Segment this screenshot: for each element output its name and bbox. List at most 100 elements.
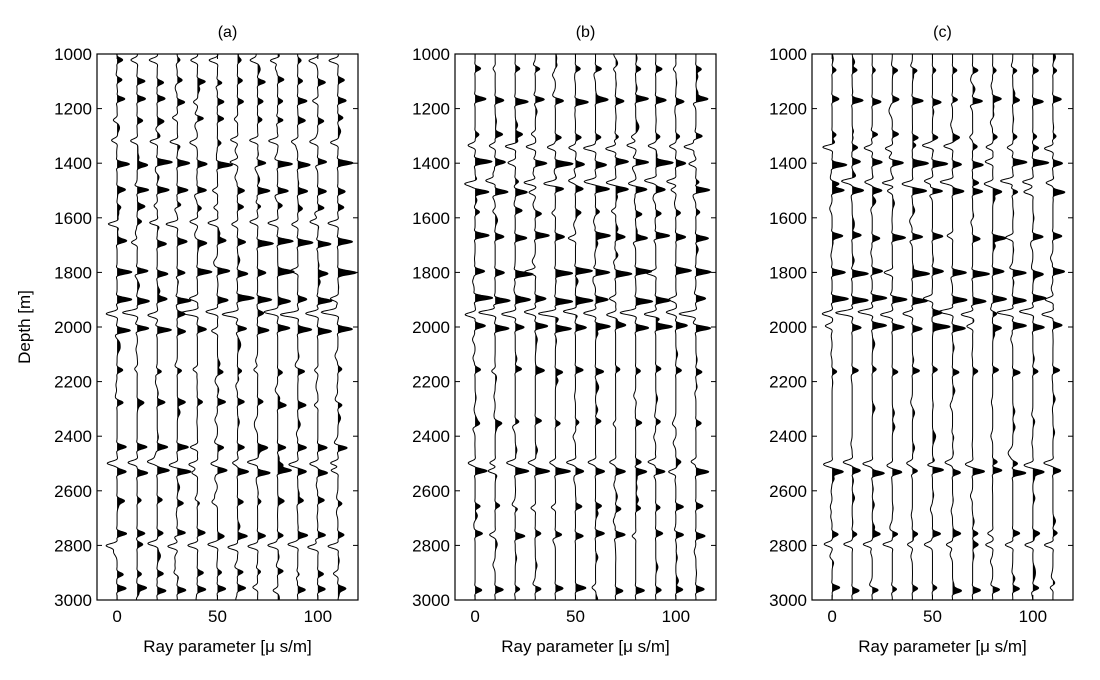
trace-fill — [257, 64, 274, 600]
y-tick-label: 2600 — [54, 482, 92, 501]
trace-line — [146, 54, 173, 600]
trace-fill — [1012, 68, 1027, 594]
y-tick-label: 1400 — [54, 154, 92, 173]
plot-frame — [96, 53, 359, 601]
trace-line — [834, 54, 869, 600]
trace-fill — [555, 54, 573, 593]
y-tick-label: 1200 — [54, 100, 92, 119]
trace-line — [105, 54, 133, 600]
x-tick-label: 50 — [208, 607, 227, 626]
y-tick-label: 1800 — [769, 263, 807, 282]
trace-line — [562, 54, 594, 600]
trace-fill — [495, 54, 511, 594]
x-axis-label: Ray parameter [μ s/m] — [143, 637, 312, 656]
y-tick-label: 1400 — [769, 154, 807, 173]
y-tick-label: 2000 — [769, 318, 807, 337]
trace-line — [619, 54, 654, 600]
trace-fill — [932, 66, 950, 592]
trace-fill — [317, 54, 332, 594]
y-tick-label: 2200 — [769, 373, 807, 392]
trace-fill — [277, 54, 295, 600]
x-tick-label: 50 — [923, 607, 942, 626]
trace-line — [122, 54, 150, 600]
y-tick-label: 1000 — [769, 45, 807, 64]
trace-fill — [635, 54, 653, 596]
trace-fill — [695, 64, 711, 594]
trace-line — [857, 54, 888, 600]
y-axis-label: Depth [m] — [15, 290, 34, 364]
panel-title: (c) — [933, 24, 952, 41]
trace-fill — [852, 54, 869, 596]
y-tick-label: 3000 — [769, 591, 807, 610]
trace-fill — [337, 54, 357, 600]
trace-line — [205, 54, 234, 600]
wiggle-traces — [105, 54, 357, 600]
trace-line — [960, 54, 991, 600]
trace-fill — [237, 54, 255, 593]
trace-line — [643, 54, 674, 600]
y-tick-label: 2800 — [769, 536, 807, 555]
trace-line — [263, 54, 295, 600]
trace-fill — [832, 54, 849, 600]
x-tick-label: 100 — [304, 607, 332, 626]
trace-line — [901, 54, 930, 600]
trace-line — [678, 54, 712, 600]
panel-2: (c) 1000 1200 1400 1600 1800 2000 2200 2400 2600 2… — [769, 24, 1074, 656]
y-tick-label: 2400 — [412, 427, 450, 446]
trace-fill — [992, 66, 1007, 594]
x-tick-label: 0 — [470, 607, 479, 626]
y-tick-label: 1200 — [769, 100, 807, 119]
trace-line — [320, 54, 357, 600]
trace-line — [478, 54, 511, 600]
trace-fill — [872, 66, 887, 595]
panels: (a)1000120014001600180020002200240026002… — [54, 24, 1074, 656]
y-tick-label: 2800 — [412, 536, 450, 555]
trace-fill — [297, 56, 313, 595]
trace-line — [996, 54, 1028, 600]
y-tick-label: 2600 — [769, 482, 807, 501]
trace-fill — [515, 64, 533, 593]
x-axis-label: Ray parameter [μ s/m] — [858, 637, 1027, 656]
trace-line — [1041, 54, 1066, 600]
y-tick-label: 3000 — [54, 591, 92, 610]
wiggle-traces — [821, 54, 1066, 600]
y-tick-label: 2600 — [412, 482, 450, 501]
trace-line — [279, 54, 314, 600]
y-tick-label: 3000 — [412, 591, 450, 610]
trace-line — [821, 54, 849, 600]
y-tick-label: 1800 — [412, 263, 450, 282]
x-tick-label: 0 — [827, 607, 836, 626]
trace-line — [523, 54, 551, 600]
trace-fill — [137, 54, 150, 598]
y-tick-label: 1800 — [54, 263, 92, 282]
trace-fill — [912, 67, 930, 593]
trace-fill — [1052, 54, 1065, 600]
panel-0: (a)1000120014001600180020002200240026002… — [54, 24, 359, 656]
x-tick-label: 50 — [566, 607, 585, 626]
y-tick-label: 2000 — [54, 318, 92, 337]
y-tick-label: 1600 — [412, 209, 450, 228]
y-tick-label: 1600 — [769, 209, 807, 228]
y-tick-label: 1000 — [54, 45, 92, 64]
y-tick-label: 2800 — [54, 536, 92, 555]
panel-title: (a) — [218, 24, 238, 41]
y-tick-label: 2200 — [54, 373, 92, 392]
panel-title: (b) — [576, 24, 596, 41]
trace-line — [221, 54, 255, 600]
wiggle-traces — [464, 54, 712, 600]
y-tick-label: 2400 — [769, 427, 807, 446]
y-tick-label: 2000 — [412, 318, 450, 337]
trace-fill — [157, 54, 173, 596]
panel-1: (b)1000120014001600180020002200240026002… — [412, 24, 717, 656]
trace-line — [983, 54, 1008, 600]
trace-line — [305, 54, 333, 600]
trace-line — [538, 54, 574, 600]
y-tick-label: 1600 — [54, 209, 92, 228]
trace-fill — [217, 54, 233, 594]
trace-fill — [615, 58, 632, 596]
trace-fill — [535, 66, 550, 594]
trace-line — [1018, 54, 1050, 600]
y-tick-label: 1000 — [412, 45, 450, 64]
x-tick-label: 0 — [112, 607, 121, 626]
